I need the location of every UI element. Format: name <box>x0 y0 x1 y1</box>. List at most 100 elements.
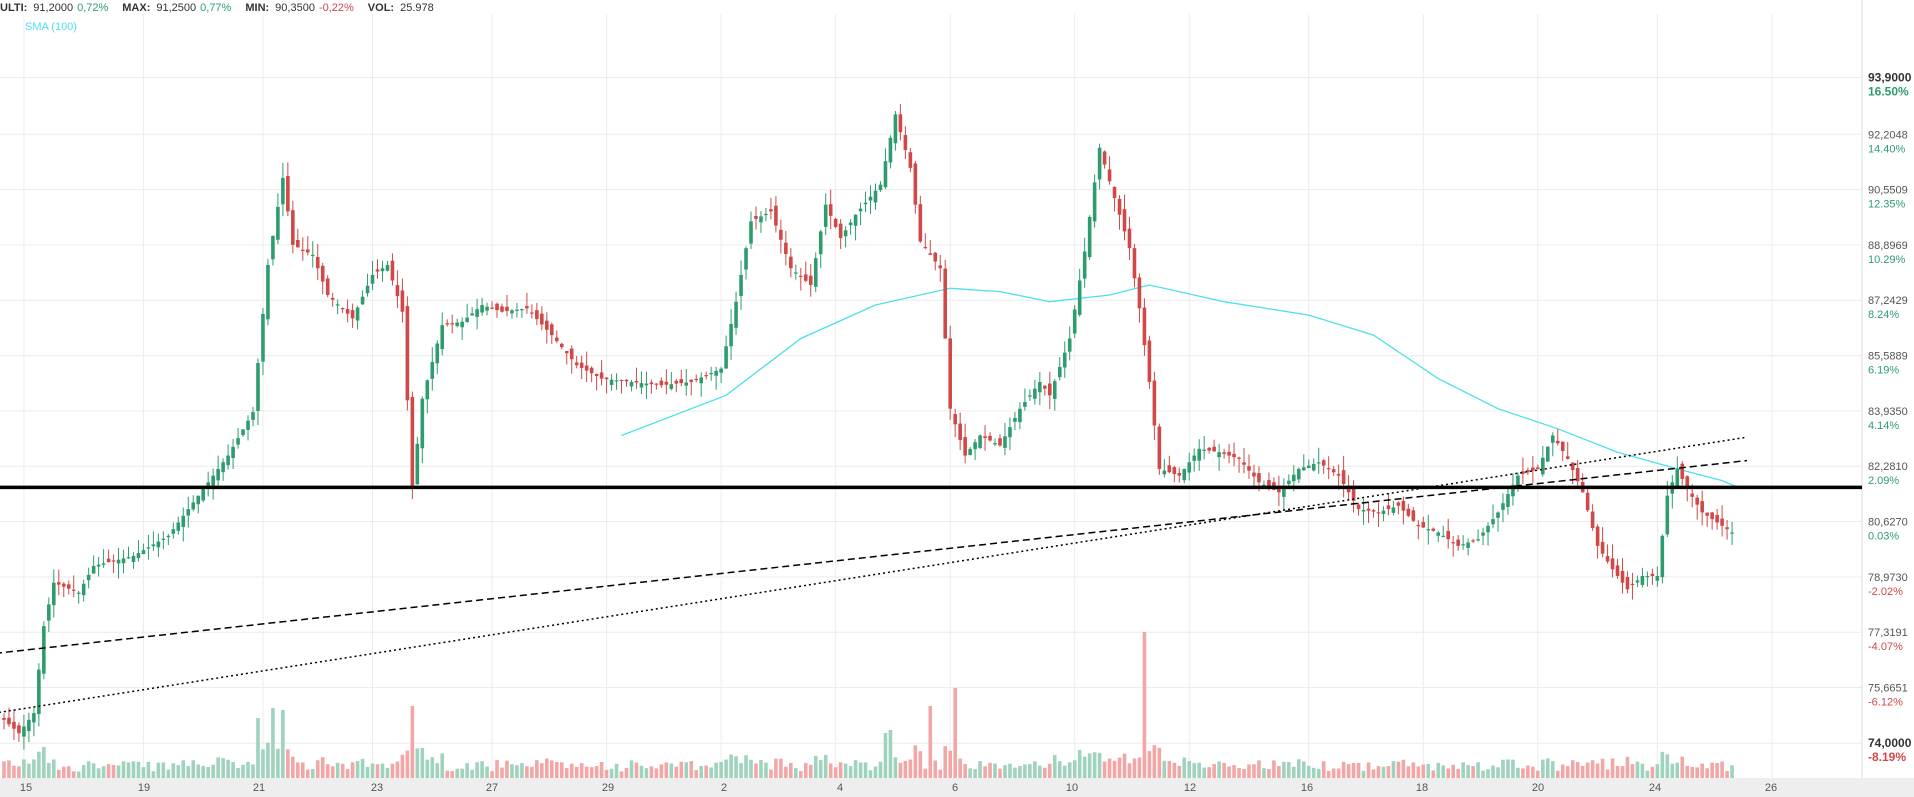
candle-down <box>779 229 783 240</box>
volume-bar <box>838 762 843 778</box>
candle-up <box>480 305 484 313</box>
volume-bar <box>395 761 400 778</box>
candle-down <box>659 380 664 386</box>
candle-down <box>1705 512 1709 516</box>
candle-up <box>1481 532 1485 536</box>
volume-bar <box>769 769 773 778</box>
volume-bar <box>1167 760 1172 778</box>
volume-bar <box>101 766 106 778</box>
candle-up <box>1192 455 1197 461</box>
volume-bar <box>1346 764 1351 778</box>
volume-bar <box>564 768 569 778</box>
max-label: MAX: <box>122 2 151 14</box>
volume-bar <box>843 763 848 778</box>
candle-up <box>1730 532 1734 534</box>
vol-label: VOL: <box>367 2 395 14</box>
volume-bar <box>246 761 250 778</box>
candle-down <box>1536 467 1540 469</box>
candle-down <box>500 306 504 312</box>
candle-down <box>1177 472 1182 476</box>
candle-up <box>27 719 31 732</box>
candle-down <box>1610 558 1615 570</box>
volume-bar <box>1386 766 1391 778</box>
candle-down <box>559 343 564 348</box>
volume-bar <box>1620 766 1625 778</box>
candle-up <box>764 213 768 216</box>
volume-bar <box>191 760 196 778</box>
candle-up <box>609 379 614 385</box>
candle-up <box>893 114 898 144</box>
price-tick-pct: -4.07% <box>1868 641 1903 653</box>
candle-up <box>186 509 191 516</box>
volume-bar <box>1361 770 1366 778</box>
volume-bar <box>978 761 982 778</box>
candle-up <box>76 592 81 594</box>
volume-bar <box>400 754 405 778</box>
volume-bar <box>256 718 260 778</box>
volume-bar <box>634 762 639 778</box>
volume-bar <box>1252 764 1256 778</box>
candle-up <box>81 583 86 596</box>
volume-bar <box>1062 765 1067 778</box>
volume-bar <box>1451 764 1455 778</box>
candle-up <box>1067 338 1072 352</box>
candle-up <box>460 321 464 328</box>
volume-bar <box>1227 766 1231 778</box>
volume-bar <box>52 759 56 778</box>
candle-up <box>818 231 823 255</box>
candle-down <box>1690 493 1695 497</box>
candle-up <box>191 502 196 510</box>
volume-bar <box>1406 766 1411 778</box>
price-tick-label: 92,2048 <box>1868 129 1908 141</box>
volume-bar <box>1630 764 1635 778</box>
volume-bar <box>1008 763 1012 778</box>
price-tick-pct: 10.29% <box>1868 254 1906 266</box>
candle-up <box>236 438 240 445</box>
volume-bar <box>983 766 987 778</box>
volume-bar <box>1067 762 1072 778</box>
candle-down <box>340 308 345 310</box>
candle-down <box>1351 487 1356 501</box>
volume-bar <box>1511 759 1515 778</box>
candle-up <box>1391 507 1396 513</box>
volume-bar <box>1496 767 1500 778</box>
volume-bar <box>231 762 235 778</box>
candle-up <box>1182 468 1187 481</box>
volume-bar <box>1072 760 1077 778</box>
volume-bar <box>131 761 136 778</box>
candle-up <box>734 301 738 328</box>
volume-bar <box>2 761 6 778</box>
volume-bar <box>355 761 360 778</box>
candle-up <box>510 310 514 314</box>
candle-down <box>674 380 679 384</box>
volume-bar <box>510 764 514 778</box>
volume-bar <box>1391 761 1396 778</box>
candle-up <box>883 161 888 188</box>
time-tick-label: 15 <box>20 782 32 794</box>
min-value: 90,3500 <box>275 2 315 14</box>
candle-up <box>1003 436 1007 448</box>
candle-down <box>1565 456 1570 459</box>
candle-down <box>301 249 305 252</box>
volume-bar <box>1192 763 1197 778</box>
candle-down <box>1346 486 1351 493</box>
volume-bar <box>1436 762 1441 778</box>
price-tick-label: 77,3191 <box>1868 627 1908 639</box>
volume-bar <box>186 766 191 778</box>
volume-bar <box>794 768 798 778</box>
sma-legend[interactable]: SMA (100) <box>25 21 77 33</box>
time-tick-label: 4 <box>837 782 843 794</box>
volume-bar <box>958 758 962 778</box>
volume-bar <box>1097 752 1102 778</box>
candle-down <box>495 303 499 311</box>
volume-bar <box>305 769 310 778</box>
volume-bar <box>96 768 101 778</box>
volume-bar <box>609 768 614 778</box>
candle-up <box>1052 381 1057 399</box>
candle-down <box>350 310 355 319</box>
candle-up <box>485 306 489 311</box>
volume-bar <box>704 765 708 778</box>
volume-bar <box>614 763 619 778</box>
